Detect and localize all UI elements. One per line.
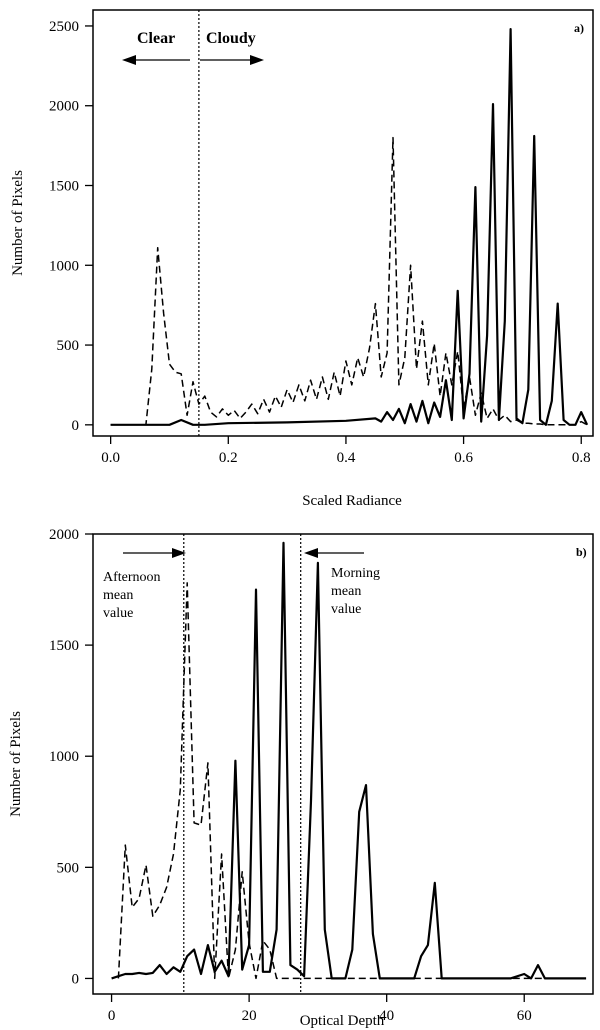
clear-arrow bbox=[122, 55, 190, 65]
cloudy-arrow bbox=[200, 55, 264, 65]
panel-b-x-tick-label: 60 bbox=[517, 1008, 532, 1024]
morning-label-line-2: mean bbox=[331, 584, 361, 599]
afternoon-label-line-3: value bbox=[103, 606, 133, 621]
afternoon-label-line-2: mean bbox=[103, 588, 133, 603]
panel-b-y-tick-label: 0 bbox=[72, 971, 80, 987]
panel-b-y-tick-label: 2000 bbox=[49, 527, 79, 543]
panel-b: b) 0 20 40 60 0 500 1000 1500 2000 Afternoon me… bbox=[8, 527, 594, 1029]
panel-b-x-tick-label: 0 bbox=[108, 1008, 116, 1024]
panel-b-y-tick-label: 1500 bbox=[49, 638, 79, 654]
panel-a-x-tick-label: 0.6 bbox=[454, 450, 473, 466]
panel-a-y-tick-label: 1000 bbox=[49, 258, 79, 274]
panel-b-tag: b) bbox=[576, 545, 587, 559]
afternoon-label-line-1: Afternoon bbox=[103, 570, 161, 585]
panel-b-y-tick-label: 1000 bbox=[49, 749, 79, 765]
panel-a-series bbox=[110, 28, 589, 426]
panel-a-y-tick-label: 2000 bbox=[49, 99, 79, 115]
morning-arrow bbox=[304, 548, 364, 558]
morning-label-line-1: Morning bbox=[331, 566, 380, 581]
panel-a-frame bbox=[92, 9, 594, 437]
panel-a-x-tick-label: 0.0 bbox=[101, 450, 120, 466]
panel-a-x-tick-label: 0.4 bbox=[337, 450, 356, 466]
panel-b-y-axis-label: Number of Pixels bbox=[8, 711, 24, 817]
panel-a-y-ticks: 0 500 1000 1500 2000 2500 bbox=[49, 19, 93, 434]
panel-a-x-tick-label: 0.2 bbox=[219, 450, 238, 466]
panel-b-x-ticks: 0 20 40 60 bbox=[108, 994, 532, 1024]
clear-label: Clear bbox=[137, 30, 175, 47]
panel-b-series bbox=[111, 541, 587, 980]
panel-a-tag: a) bbox=[574, 21, 584, 35]
cloudy-label: Cloudy bbox=[206, 30, 256, 47]
panel-b-frame bbox=[92, 533, 594, 995]
panel-a-y-tick-label: 0 bbox=[72, 418, 80, 434]
panel-a-y-tick-label: 1500 bbox=[49, 179, 79, 195]
panel-b-dashed-series-line bbox=[117, 582, 587, 980]
panel-b-x-tick-label: 20 bbox=[242, 1008, 257, 1024]
morning-label-line-3: value bbox=[331, 602, 361, 617]
panel-b-y-tick-label: 500 bbox=[57, 860, 80, 876]
panel-a-y-tick-label: 2500 bbox=[49, 19, 79, 35]
afternoon-arrow bbox=[123, 548, 186, 558]
panel-b-x-tick-label: 40 bbox=[379, 1008, 394, 1024]
panel-b-x-axis-label: Optical Depth bbox=[300, 1013, 385, 1029]
panel-a: a) 0.0 0.2 0.4 0.6 0.8 05001000150020002500 … bbox=[10, 9, 594, 509]
panel-a-solid-series-line bbox=[110, 28, 589, 426]
panel-a-x-axis-label: Scaled Radiance bbox=[302, 493, 402, 509]
panel-a-x-ticks: 0.0 0.2 0.4 0.6 0.8 bbox=[101, 436, 591, 466]
panel-a-y-axis-label: Number of Pixels bbox=[10, 170, 26, 276]
panel-a-y-tick-label: 500 bbox=[57, 338, 80, 354]
panel-b-solid-series-line bbox=[111, 541, 587, 980]
panel-b-y-ticks: 0 500 1000 1500 2000 bbox=[49, 527, 93, 987]
panel-a-x-tick-label: 0.8 bbox=[572, 450, 591, 466]
